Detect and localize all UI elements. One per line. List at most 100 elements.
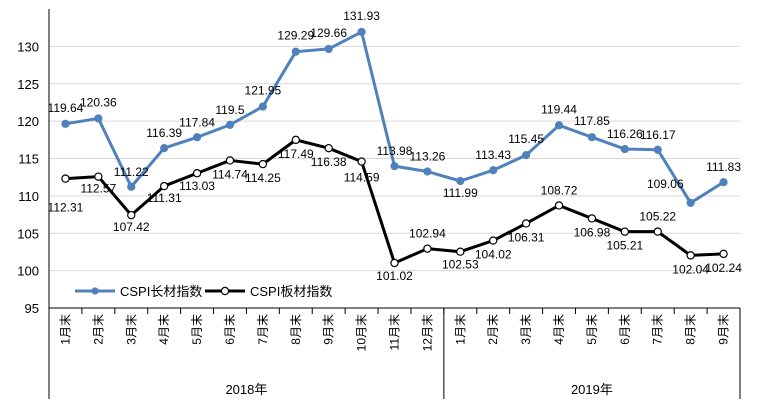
data-point [456, 247, 465, 256]
year-group-label: 2018年 [225, 382, 267, 397]
x-category-label: 7月末 [256, 314, 270, 345]
data-label: 119.64 [48, 101, 84, 115]
data-label: 113.26 [409, 150, 445, 164]
data-point [554, 201, 564, 210]
data-point [192, 169, 202, 178]
data-label: 114.59 [344, 171, 380, 185]
data-label: 111.22 [114, 165, 149, 179]
data-point [489, 166, 498, 175]
data-point [160, 144, 169, 153]
data-point [127, 182, 136, 191]
x-category-label: 1月末 [453, 314, 467, 345]
data-point [291, 135, 300, 145]
data-point [587, 133, 597, 142]
x-category-label: 1月末 [58, 314, 72, 345]
data-label: 129.29 [277, 29, 314, 43]
data-label: 107.42 [113, 220, 150, 234]
data-label: 101.02 [376, 269, 413, 283]
data-label: 120.36 [80, 95, 117, 109]
data-label: 117.84 [179, 115, 215, 129]
data-point [686, 198, 695, 208]
data-label: 119.44 [541, 102, 577, 116]
data-label: 113.98 [377, 144, 413, 158]
data-point [324, 44, 333, 54]
data-label: 119.5 [215, 103, 244, 117]
data-label: 112.31 [48, 201, 84, 215]
data-point [719, 178, 728, 187]
data-label: 116.38 [311, 155, 347, 169]
x-category-label: 2月末 [486, 314, 500, 345]
x-category-label: 11月末 [388, 314, 402, 350]
x-category-label: 9月末 [322, 314, 336, 345]
data-label: 129.66 [310, 26, 347, 40]
data-label: 116.39 [146, 126, 182, 140]
data-point [258, 159, 268, 169]
data-point [686, 251, 695, 260]
x-category-label: 4月末 [157, 314, 171, 345]
legend-marker [91, 287, 99, 295]
data-point [653, 145, 662, 154]
series-line [65, 30, 725, 205]
data-label: 106.31 [508, 230, 545, 244]
legend: CSPI长材指数 CSPI板材指数 [75, 284, 332, 299]
gridlines [49, 45, 740, 272]
y-tick-label: 105 [17, 226, 39, 241]
legend-label: CSPI板材指数 [250, 284, 332, 299]
x-category-label: 10月末 [355, 314, 369, 351]
data-point [258, 102, 267, 111]
data-label: 111.83 [706, 160, 741, 174]
data-point [423, 167, 432, 176]
data-point [61, 119, 70, 128]
data-label: 111.31 [147, 191, 182, 205]
x-category-label: 6月末 [618, 314, 632, 345]
data-label: 114.25 [245, 171, 281, 185]
data-label: 114.74 [212, 167, 248, 181]
data-label: 117.85 [574, 114, 610, 128]
data-point [719, 249, 728, 259]
data-point [225, 156, 235, 165]
data-point [554, 121, 564, 130]
y-tick-label: 125 [17, 77, 39, 92]
data-point [390, 162, 399, 171]
data-label: 102.24 [705, 261, 742, 275]
x-category-label: 3月末 [519, 314, 533, 345]
data-label: 115.45 [508, 132, 544, 146]
data-point [225, 120, 235, 129]
data-label: 105.21 [606, 239, 643, 253]
data-point [390, 258, 399, 268]
data-point [456, 176, 465, 186]
data-point [94, 114, 103, 123]
data-label: 131.93 [343, 9, 380, 23]
data-label: 113.03 [179, 179, 215, 193]
data-point [587, 214, 597, 223]
data-label: 104.02 [475, 248, 512, 262]
x-category-label: 2月末 [91, 314, 105, 345]
data-point [653, 227, 662, 236]
x-category-label: 7月末 [651, 314, 665, 345]
axes: 95 100 105 110 115 120 125 130 1月末 2月末 3月末 4月末 5月末 6月… [17, 9, 741, 399]
data-point [357, 157, 366, 166]
legend-label: CSPI长材指数 [120, 284, 202, 299]
x-category-label: 3月末 [124, 314, 138, 345]
y-tick-label: 100 [17, 264, 39, 279]
data-label: 116.26 [607, 127, 643, 141]
x-category-label: 12月末 [420, 314, 434, 351]
y-tick-label: 120 [17, 114, 39, 129]
y-tick-label: 130 [17, 39, 39, 54]
year-group-label: 2019年 [571, 382, 613, 397]
data-point [159, 181, 169, 191]
x-category-label: 8月末 [289, 314, 303, 345]
y-tick-label: 115 [18, 152, 39, 167]
data-point [522, 151, 531, 160]
x-category-label: 5月末 [585, 314, 599, 345]
data-label: 112.57 [80, 182, 116, 196]
data-label: 121.95 [245, 84, 282, 98]
data-point [489, 236, 498, 245]
data-label: 111.99 [443, 186, 478, 200]
x-category-label: 8月末 [684, 314, 698, 345]
data-point [423, 244, 432, 253]
data-point [620, 227, 630, 236]
x-category-label: 5月末 [190, 314, 204, 345]
